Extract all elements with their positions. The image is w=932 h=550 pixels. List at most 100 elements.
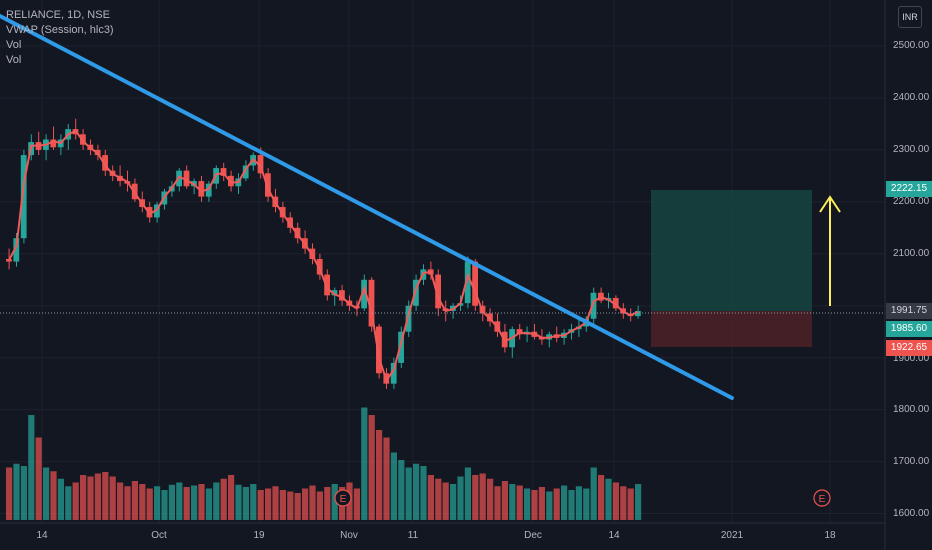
- volume-bar: [257, 490, 264, 520]
- volume-bar: [242, 487, 249, 520]
- volume-bar: [168, 484, 175, 520]
- earnings-label-1: E: [340, 494, 347, 505]
- candle-body: [13, 238, 20, 262]
- volume-bar: [109, 476, 116, 520]
- candle: [368, 277, 375, 332]
- trendline: [0, 14, 734, 400]
- up-arrow: [819, 195, 841, 306]
- volume-bar: [450, 484, 457, 520]
- volume-bar: [176, 482, 183, 520]
- last-price-tag: 1991.75: [886, 303, 932, 319]
- volume-bar: [302, 488, 309, 520]
- volume-bar: [598, 475, 605, 520]
- volume-bar: [161, 490, 168, 520]
- volume-bar: [20, 466, 27, 520]
- volume-bar: [612, 482, 619, 520]
- candle: [35, 131, 42, 156]
- time-tick: 11: [407, 530, 419, 541]
- candle-body: [376, 326, 382, 374]
- price-tick: 2400.00: [893, 92, 930, 103]
- vwap-label[interactable]: VWAP (Session, hlc3): [6, 24, 114, 36]
- candle: [464, 256, 471, 309]
- candle: [561, 329, 567, 345]
- candle-body: [316, 258, 323, 275]
- candle: [339, 284, 345, 306]
- candle: [20, 149, 27, 244]
- volume-bar: [324, 487, 331, 520]
- volume-bar: [220, 478, 227, 520]
- symbol-label[interactable]: RELIANCE, 1D, NSE: [6, 9, 110, 21]
- price-tick: 2500.00: [893, 40, 930, 51]
- candle-body: [102, 155, 108, 171]
- volume-bar: [287, 491, 294, 520]
- volume-bar: [6, 467, 13, 520]
- volume-label-2[interactable]: Vol: [6, 54, 22, 66]
- volume-bar: [102, 472, 109, 520]
- volume-bar: [435, 478, 442, 520]
- volume-bar: [154, 486, 161, 520]
- target-zone: [651, 190, 812, 311]
- candle-body: [464, 261, 471, 304]
- earnings-marker-1: E: [334, 489, 352, 507]
- volume-bar: [250, 484, 257, 520]
- currency-button[interactable]: INR: [898, 6, 922, 28]
- volume-bar: [376, 430, 383, 520]
- volume-bar: [583, 488, 590, 520]
- candle: [72, 118, 79, 140]
- earnings-label-2: E: [819, 494, 826, 505]
- candle-body: [331, 290, 338, 296]
- price-tick: 2200.00: [893, 196, 930, 207]
- current-price-tag: 1985.60: [886, 321, 932, 337]
- volume-label-1[interactable]: Vol: [6, 39, 22, 51]
- volume-bar: [398, 460, 405, 520]
- time-tick: 14: [36, 530, 48, 541]
- candle-body: [435, 274, 441, 309]
- price-tick: 2300.00: [893, 144, 930, 155]
- candle: [43, 134, 49, 161]
- volume-bar: [538, 487, 545, 520]
- volume-bar: [635, 484, 642, 520]
- candle: [509, 326, 515, 358]
- volume-bar: [568, 490, 575, 520]
- candle-body: [590, 292, 597, 319]
- candle: [553, 326, 560, 343]
- candle-body: [472, 261, 478, 306]
- candle-body: [20, 155, 27, 239]
- volume-bar: [464, 467, 471, 520]
- volume-bar: [553, 488, 560, 520]
- candle: [435, 269, 441, 317]
- time-tick: 2021: [720, 530, 744, 541]
- volume-bar: [146, 488, 153, 520]
- volume-bar: [590, 467, 597, 520]
- candle-body: [339, 290, 345, 301]
- volume-bar: [546, 491, 553, 520]
- volume-bar: [124, 486, 131, 520]
- volume-bar: [94, 473, 101, 520]
- volume-bar: [35, 437, 42, 520]
- time-tick: 14: [608, 530, 620, 541]
- volume-bar: [561, 485, 568, 520]
- volume-bar: [509, 484, 516, 520]
- candle: [324, 269, 330, 301]
- volume-bar: [191, 485, 198, 520]
- candle-body: [368, 279, 375, 327]
- volume-bars: [6, 407, 642, 520]
- candle-body: [390, 362, 397, 384]
- candle-body: [635, 310, 641, 317]
- candle-body: [257, 155, 264, 174]
- volume-bar: [87, 476, 94, 520]
- volume-bar: [213, 482, 220, 520]
- candle: [316, 253, 323, 280]
- candle: [154, 201, 160, 223]
- time-tick: 18: [824, 530, 836, 541]
- stop-zone: [651, 311, 812, 347]
- volume-bar: [316, 491, 323, 520]
- volume-bar: [361, 407, 368, 520]
- candle: [398, 326, 404, 369]
- target-price-tag: 2222.15: [886, 181, 932, 197]
- candle: [102, 149, 108, 176]
- candle: [198, 175, 205, 202]
- candle-body: [361, 279, 367, 309]
- volume-bar: [487, 478, 494, 520]
